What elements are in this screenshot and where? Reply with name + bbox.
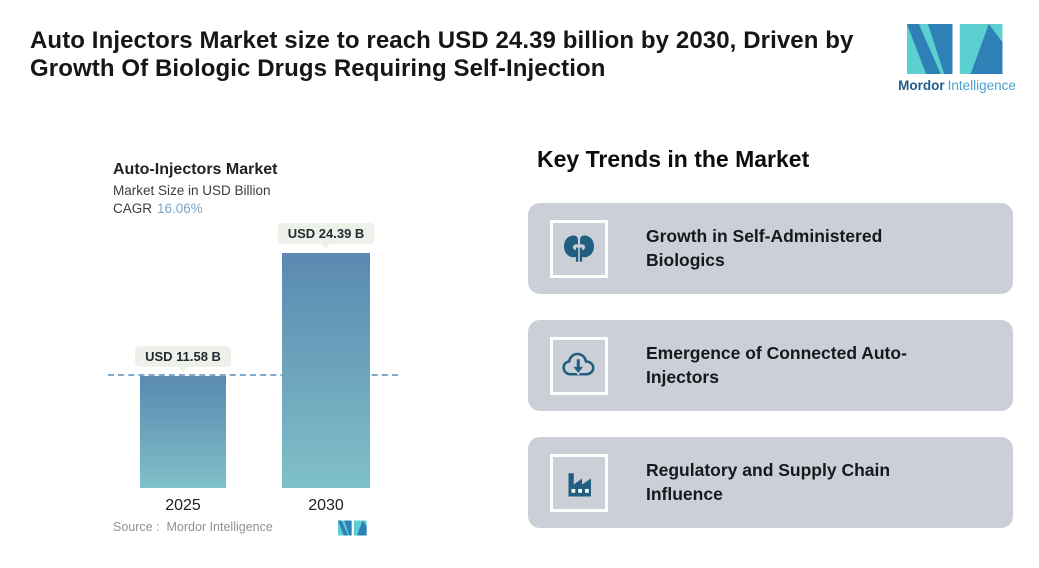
trend-card-connected-injectors: Emergence of Connected Auto-Injectors <box>528 320 1013 411</box>
trend-label: Emergence of Connected Auto-Injectors <box>646 342 907 387</box>
page-title: Auto Injectors Market size to reach USD … <box>30 27 854 82</box>
brand-name-light: Intelligence <box>947 78 1016 93</box>
cloud-download-icon <box>562 352 595 376</box>
brand-name: Mordor Intelligence <box>897 78 1017 93</box>
bar-2030 <box>282 253 370 488</box>
trend-label: Regulatory and Supply Chain Influence <box>646 459 891 504</box>
trend-label: Growth in Self-Administered Biologics <box>646 225 883 270</box>
brand-logo: Mordor Intelligence <box>897 24 1017 93</box>
mordor-mini-logo-icon <box>338 520 367 536</box>
factory-icon <box>568 472 591 496</box>
axis-label-2025: 2025 <box>165 497 201 514</box>
bar-value-bubble: USD 24.39 B <box>277 223 375 249</box>
trend-card-regulatory-supply: Regulatory and Supply Chain Influence <box>528 437 1013 528</box>
brand-name-bold: Mordor <box>898 78 945 93</box>
icon-tile <box>550 336 608 395</box>
icon-tile <box>550 453 608 512</box>
trend-card-self-administered: Growth in Self-Administered Biologics <box>528 203 1013 294</box>
bar-column-2030: USD 24.39 B 2030 <box>277 223 375 514</box>
chart-title: Auto-Injectors Market <box>113 161 278 178</box>
bar-2025 <box>140 376 226 488</box>
bar-column-2025: USD 11.58 B 2025 <box>135 230 231 514</box>
bar-value-bubble: USD 11.58 B <box>135 346 231 372</box>
reference-dashed-line <box>108 374 398 376</box>
axis-label-2030: 2030 <box>308 497 344 514</box>
source-text: Source : Mordor Intelligence <box>113 520 273 534</box>
chart-cagr: CAGR 16.06% <box>113 201 277 216</box>
mordor-intelligence-logo-icon <box>907 24 1003 74</box>
cagr-value: 16.06% <box>157 201 203 216</box>
bar-chart: USD 11.58 B 2025 USD 24.39 B 2030 <box>108 223 398 514</box>
chart-header: Auto-Injectors Market Market Size in USD… <box>113 161 277 216</box>
trends-heading: Key Trends in the Market <box>537 146 810 172</box>
icon-tile <box>550 219 608 278</box>
cagr-label: CAGR <box>113 201 153 216</box>
chart-subtitle: Market Size in USD Billion <box>113 183 271 198</box>
kidneys-icon <box>564 235 594 262</box>
